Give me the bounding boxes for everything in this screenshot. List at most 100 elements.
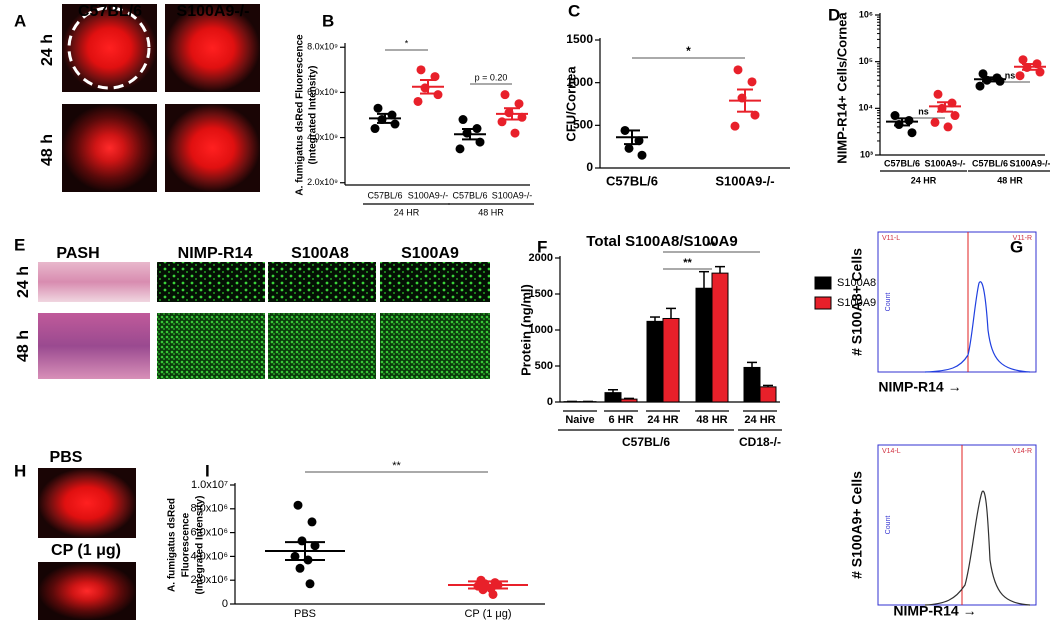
y-tick-label: 8.0x10⁹ bbox=[307, 42, 338, 52]
gate-label: V11-R bbox=[1013, 235, 1032, 242]
bar bbox=[711, 272, 729, 403]
image-row-label: 24 h bbox=[39, 34, 56, 66]
panel-letter: A bbox=[14, 11, 26, 30]
x-tick-label: 6 HR bbox=[608, 414, 633, 426]
y-axis-label: A. fumigatus dsRed bbox=[167, 498, 178, 592]
panel-letter: B bbox=[322, 11, 334, 30]
panel-e-images bbox=[38, 262, 490, 379]
flow-y-label: # S100A8+ Cells bbox=[849, 248, 865, 356]
data-point bbox=[430, 72, 440, 82]
y-tick-label: 2000 bbox=[529, 252, 553, 264]
image-row-label: 48 h bbox=[39, 134, 56, 166]
panel-letter: C bbox=[568, 1, 580, 20]
y-tick-label: 10⁶ bbox=[859, 9, 873, 19]
group-label: 48 HR bbox=[478, 207, 504, 217]
y-tick-label: 1.0x10⁷ bbox=[191, 479, 228, 491]
y-tick-label: 1000 bbox=[529, 324, 553, 336]
group-label: 24 HR bbox=[911, 175, 937, 185]
x-tick-label: 48 HR bbox=[696, 414, 727, 426]
gate-label: V14-L bbox=[882, 448, 901, 455]
data-point bbox=[488, 589, 498, 599]
image-column-label: NIMP-R14 bbox=[178, 245, 253, 262]
y-tick-label: 1500 bbox=[566, 32, 593, 46]
data-point bbox=[510, 128, 520, 138]
y-axis-label: (Integrated Intensity) bbox=[308, 66, 319, 165]
data-point bbox=[458, 115, 468, 125]
panel-letter: I bbox=[205, 461, 210, 480]
significance-label: ns bbox=[1005, 70, 1016, 80]
y-tick-label: 10⁴ bbox=[859, 103, 873, 113]
data-point bbox=[307, 517, 317, 527]
image-row-label: 24 h bbox=[15, 266, 32, 298]
legend-label: S100A8 bbox=[837, 277, 876, 289]
data-point bbox=[907, 128, 917, 138]
image-column-label: S100A9 bbox=[401, 245, 459, 262]
x-tick-label: 24 HR bbox=[744, 414, 775, 426]
y-tick-label: 10³ bbox=[860, 149, 873, 159]
data-point bbox=[514, 99, 524, 109]
data-point bbox=[413, 96, 423, 106]
y-tick-label: 0 bbox=[222, 598, 228, 610]
data-point bbox=[634, 136, 644, 146]
panel-letter: G bbox=[1010, 237, 1023, 256]
data-point bbox=[1018, 55, 1028, 65]
flow-y-label: # S100A9+ Cells bbox=[849, 471, 865, 579]
bar bbox=[604, 392, 622, 403]
x-tick-label: C57BL/6 bbox=[972, 158, 1008, 168]
bar bbox=[759, 386, 777, 403]
data-point bbox=[305, 579, 315, 589]
significance-label: p = 0.20 bbox=[475, 72, 508, 82]
x-tick-label: S100A9-/- bbox=[715, 173, 774, 188]
image-row-label: 48 h bbox=[15, 330, 32, 362]
y-tick-label: 500 bbox=[535, 360, 553, 372]
data-point bbox=[416, 65, 426, 75]
legend-swatch bbox=[814, 276, 832, 290]
data-point bbox=[390, 119, 400, 129]
y-axis-label: (Integrated Intensity) bbox=[195, 496, 206, 595]
data-point bbox=[637, 150, 647, 160]
data-point bbox=[950, 111, 960, 121]
data-point bbox=[978, 69, 988, 79]
panel-letter: H bbox=[14, 461, 26, 480]
data-point bbox=[904, 115, 914, 125]
gate-label: V14-R bbox=[1012, 448, 1032, 455]
panel-letter: E bbox=[14, 235, 25, 254]
bar bbox=[662, 317, 680, 403]
data-point bbox=[370, 124, 380, 134]
y-axis-label: A. fumigatus dsRed Fluorescence bbox=[295, 34, 306, 196]
image-row-label: CP (1 μg) bbox=[51, 542, 121, 559]
x-tick-label: 24 HR bbox=[647, 414, 678, 426]
data-point bbox=[624, 143, 634, 153]
data-point bbox=[295, 563, 305, 573]
panel-g-plots bbox=[877, 231, 1037, 606]
bar bbox=[743, 366, 761, 403]
significance-label: ** bbox=[392, 460, 401, 472]
data-point bbox=[933, 89, 943, 99]
flow-axis-title: Count bbox=[885, 516, 892, 535]
significance-label: * bbox=[686, 44, 691, 58]
bar bbox=[620, 398, 638, 403]
x-tick-label: PBS bbox=[294, 608, 316, 620]
data-point bbox=[750, 110, 760, 120]
panel-a-images bbox=[62, 4, 260, 192]
image-column-label: PASH bbox=[56, 245, 99, 262]
group-label: CD18-/- bbox=[739, 435, 781, 449]
data-point bbox=[943, 122, 953, 132]
y-axis-label: Protein (ng/ml) bbox=[518, 284, 533, 376]
data-point bbox=[733, 65, 743, 75]
bar bbox=[695, 287, 713, 403]
y-tick-label: 10⁵ bbox=[859, 56, 873, 66]
y-tick-label: 1500 bbox=[529, 288, 553, 300]
x-tick-label: C57BL/6 bbox=[367, 190, 402, 200]
x-tick-label: S100A9-/- bbox=[924, 158, 965, 168]
group-label: C57BL/6 bbox=[622, 435, 670, 449]
data-point bbox=[373, 103, 383, 113]
y-tick-label: 8.0x10⁶ bbox=[190, 503, 228, 515]
significance-label: ** bbox=[683, 257, 692, 269]
significance-label: ns bbox=[918, 106, 929, 116]
panel-letter: F bbox=[537, 237, 547, 256]
data-point bbox=[500, 90, 510, 100]
data-point bbox=[478, 585, 488, 595]
image-column-label: C57BL/6 bbox=[78, 3, 142, 20]
